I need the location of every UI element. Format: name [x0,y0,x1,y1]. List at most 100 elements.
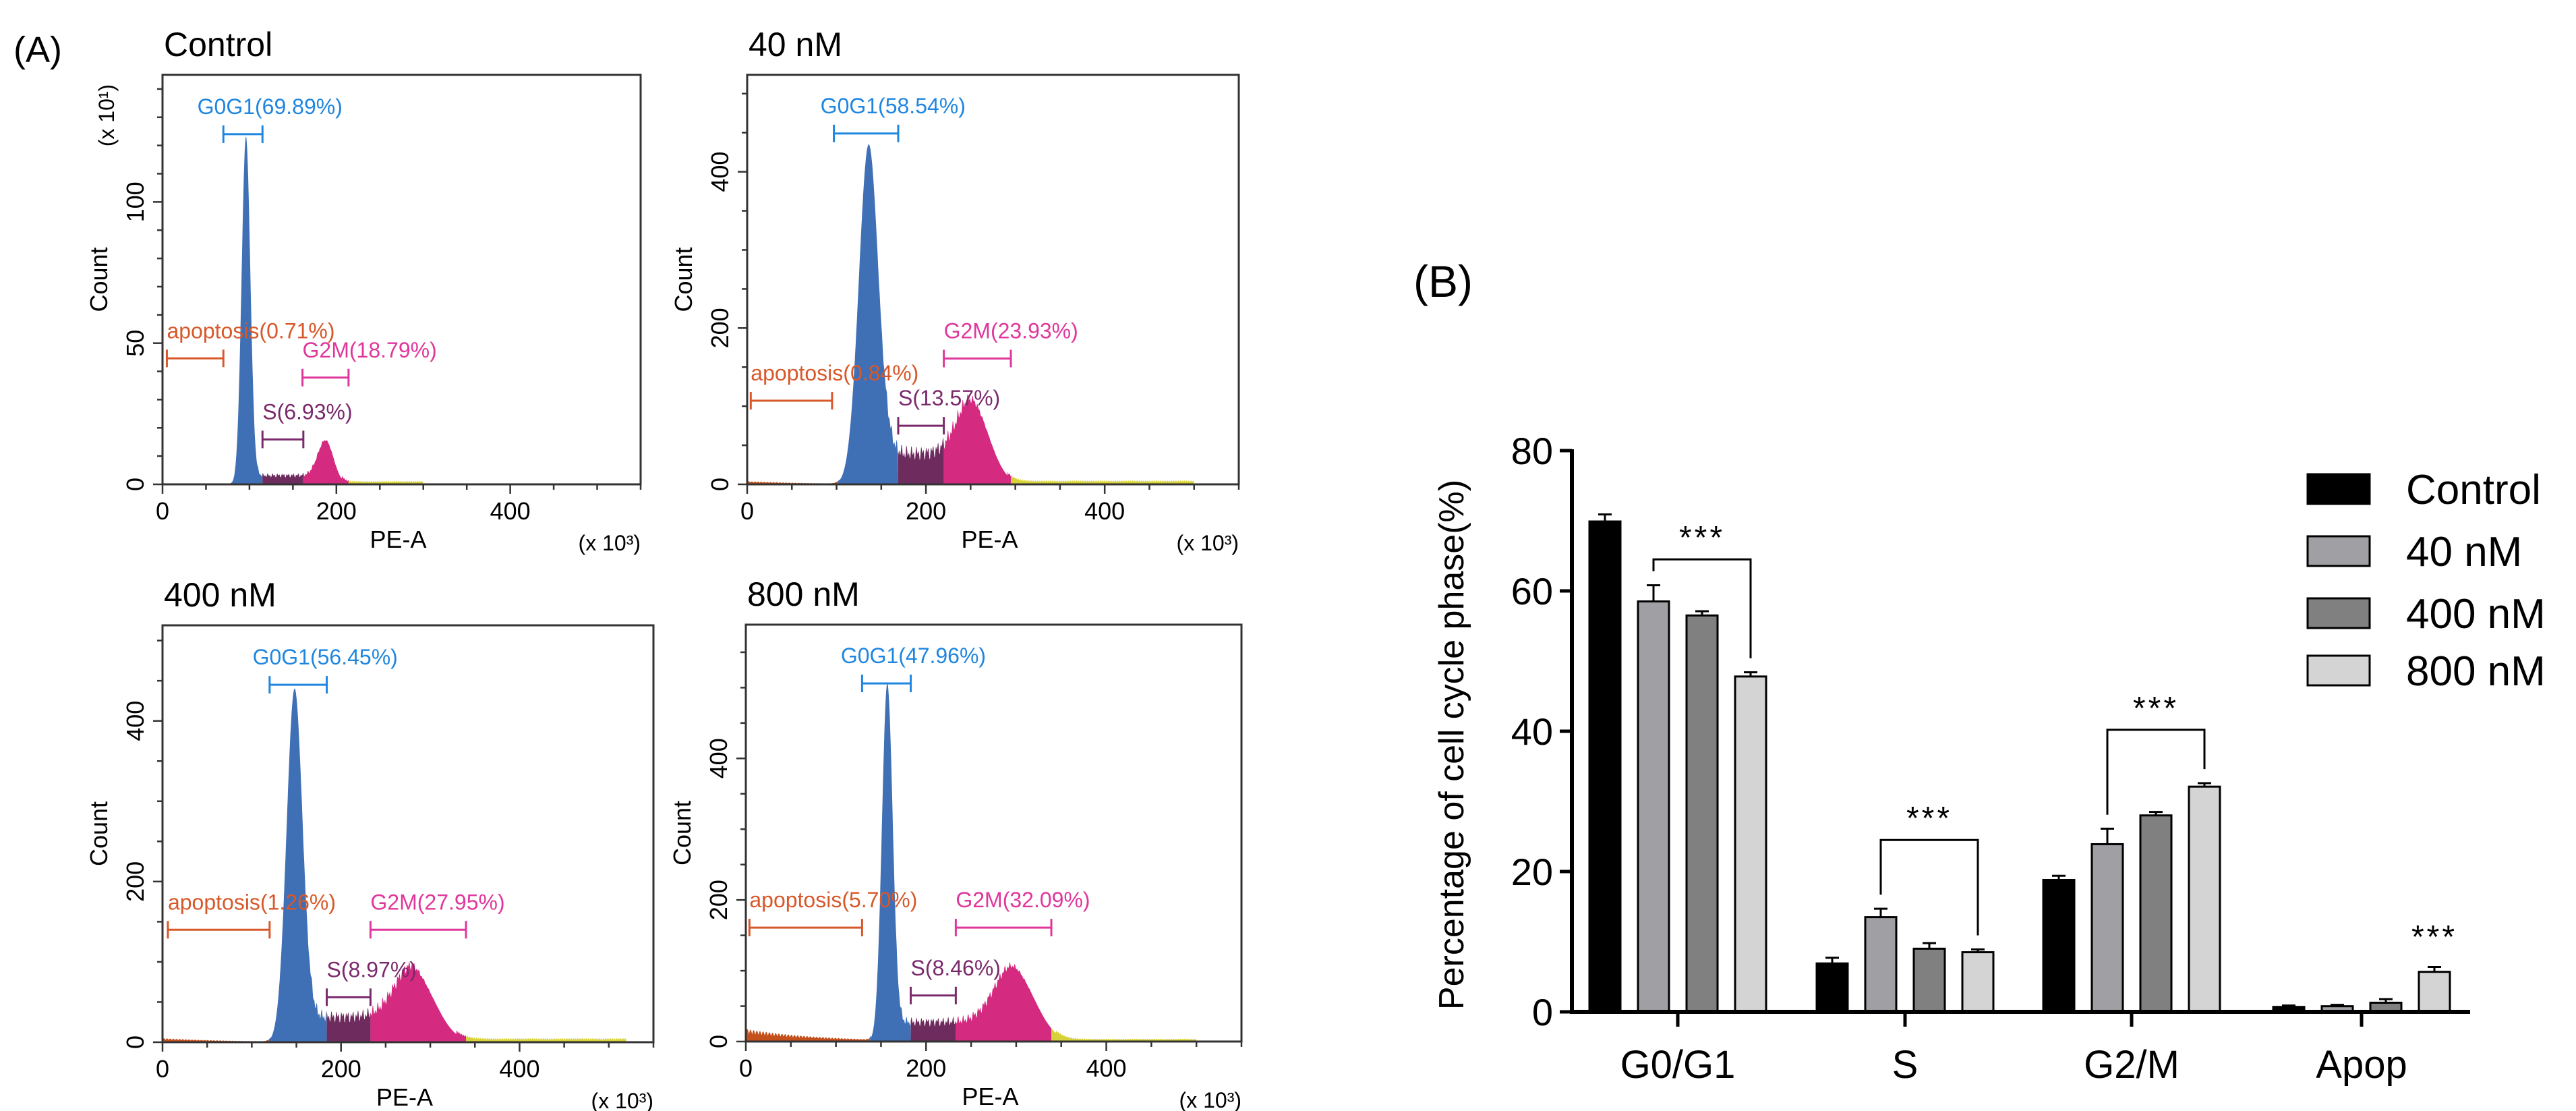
gate-g0g1: G0G1(69.89%) [198,94,343,143]
gate-label: apoptosis(1.26%) [168,890,336,914]
gate-label: G0G1(69.89%) [198,94,343,119]
g0g1-region [268,688,327,1042]
plot-frame [161,624,655,1044]
y-tick-label: 40 [1511,710,1553,753]
g0g1-region [870,683,911,1042]
x-tick-label: 0 [739,1054,753,1082]
y-tick-label: 0 [705,1035,732,1048]
significance-label: *** [1906,801,1952,836]
bar [1864,916,1898,1013]
gate-g2m: G2M(27.95%) [369,890,505,939]
bar [2139,814,2173,1013]
panel-label-a: (A) [13,30,62,70]
g2m-region [956,962,1052,1042]
gate-g0g1: G0G1(47.96%) [841,644,986,693]
s-region [910,1016,956,1042]
histogram-panel: Control 0 200 400 0 50 100 Count (x 10¹) PE-A (x 1… [85,26,642,555]
g2m-region [303,440,349,484]
histogram-panel: 400 nM 0 200 400 0 200 400 Count PE-A (x 10³) G0G1… [85,576,655,1111]
legend-item: 800 nM [2306,648,2546,695]
bar [1734,675,1767,1013]
x-tick-label: 400 [1086,1054,1127,1082]
gate-g0g1: G0G1(58.54%) [821,94,966,142]
x-tick-label: 200 [316,497,357,525]
gate-label: G2M(18.79%) [303,338,437,362]
significance-label: *** [2411,919,2457,955]
apoptosis-region [746,1029,871,1042]
x-multiplier: (x 10³) [1177,531,1239,555]
histogram-title: 400 nM [164,576,276,614]
category-label: G2/M [2084,1043,2179,1087]
significance-bracket [2106,729,2206,815]
g2m-region [370,961,467,1042]
x-tick-label: 0 [156,497,169,525]
plot-frame [161,74,642,486]
bar-chart: 0 20 40 60 80 G0/G1 S G2/M Apop Percentage of cel… [1432,430,2546,1087]
legend-item: 400 nM [2306,591,2546,637]
histogram-panel: 800 nM 0 200 400 0 200 400 Count PE-A (x 10³) G0G1… [668,575,1243,1111]
y-tick-label: 0 [121,478,149,491]
gate-label: G0G1(47.96%) [841,644,986,668]
x-tick-label: 200 [321,1055,361,1083]
gate-apoptosis: apoptosis(1.26%) [167,890,336,939]
y-axis-label: Count [668,801,696,865]
category-label: G0/G1 [1620,1043,1736,1087]
gate-g2m: G2M(32.09%) [954,888,1090,937]
legend-swatch [2306,597,2371,629]
gate-s: S(13.57%) [897,386,1000,435]
gate-apoptosis: apoptosis(5.70%) [748,888,917,937]
x-axis-label: PE-A [376,1083,433,1111]
x-tick-label: 400 [1084,497,1125,525]
bar [1685,614,1719,1013]
gate-apoptosis: apoptosis(0.84%) [749,361,918,410]
y-tick-label: 400 [705,738,732,778]
y-tick-label: 20 [1511,851,1553,893]
y-tick-label: 60 [1511,570,1553,613]
significance-bracket [1652,558,1752,658]
gate-g2m: G2M(23.93%) [943,318,1078,368]
legend-swatch [2306,535,2371,567]
gate-label: S(13.57%) [898,386,1000,410]
panel-label-b: (B) [1413,256,1473,306]
x-tick-label: 0 [740,497,754,525]
tail-region [466,1035,653,1042]
x-tick-label: 400 [490,497,531,525]
tail-region [1051,1028,1241,1042]
bar [2090,843,2124,1013]
y-axis-label: Count [670,247,697,312]
g0g1-region [232,136,263,485]
legend-label: 40 nM [2406,529,2522,575]
bar [1961,951,1995,1013]
y-tick-label: 200 [121,861,149,902]
x-axis-label: PE-A [370,525,426,553]
y-tick-label: 80 [1511,430,1553,472]
legend-swatch [2306,654,2371,687]
significance-label: *** [2133,691,2179,727]
x-multiplier: (x 10³) [1179,1088,1241,1111]
legend-label: 800 nM [2406,648,2546,695]
gate-g2m: G2M(18.79%) [301,338,437,387]
gate-g0g1: G0G1(56.45%) [253,645,398,694]
histogram-title: 40 nM [749,26,842,63]
x-tick-label: 400 [499,1055,539,1083]
gate-label: apoptosis(0.71%) [167,318,334,343]
bar [1912,947,1946,1013]
y-multiplier: (x 10¹) [94,84,119,146]
y-axis-label: Count [85,247,113,312]
gate-apoptosis: apoptosis(0.71%) [165,318,334,368]
y-tick-label: 200 [706,308,734,348]
y-tick-label: 50 [121,330,149,357]
histogram-panel: 40 nM 0 200 400 0 200 400 Count PE-A (x 10³) G0G1(… [670,26,1240,555]
y-tick-label: 400 [706,152,734,192]
x-tick-label: 200 [906,497,946,525]
gate-s: S(8.46%) [910,956,1001,1004]
x-tick-label: 200 [906,1054,946,1082]
gate-s: S(8.97%) [326,957,417,1006]
x-tick-label: 0 [156,1055,169,1083]
gate-label: G2M(27.95%) [370,890,504,914]
y-tick-label: 200 [705,880,732,920]
bar [2188,785,2221,1013]
category-label: Apop [2316,1043,2407,1087]
gate-label: apoptosis(0.84%) [751,361,918,385]
